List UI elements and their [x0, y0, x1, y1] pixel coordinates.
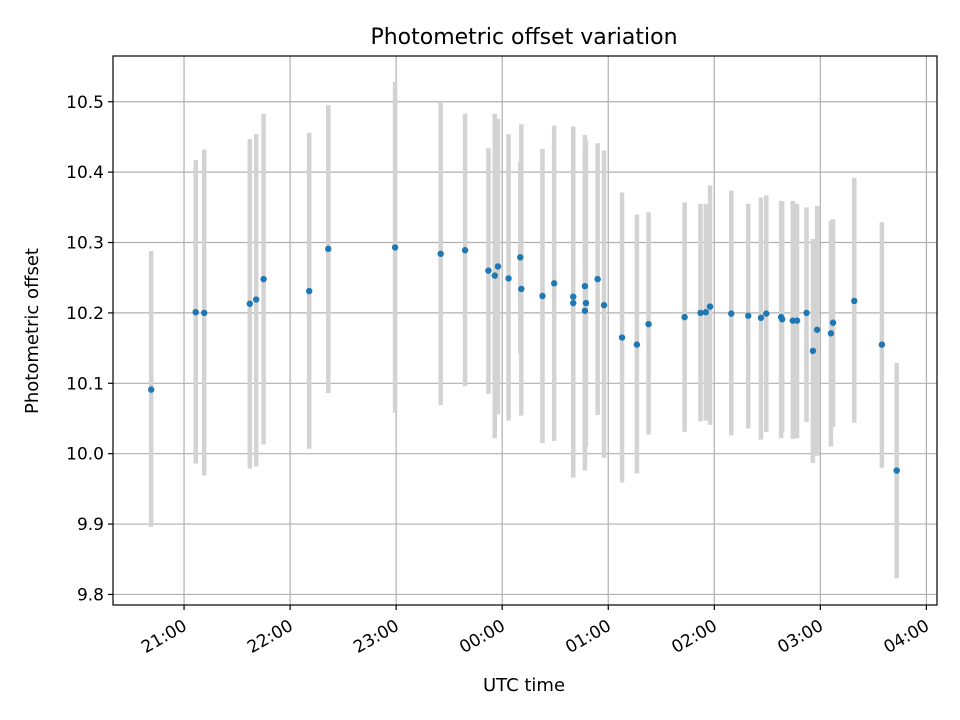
- data-point: [582, 299, 590, 307]
- data-point: [505, 275, 512, 282]
- data-point: [581, 307, 589, 314]
- y-tick-label: 10.4: [66, 163, 104, 183]
- data-point: [550, 280, 558, 287]
- data-point: [878, 341, 886, 348]
- y-tick-label: 9.9: [77, 515, 104, 535]
- data-point: [192, 309, 199, 316]
- data-point: [633, 341, 641, 348]
- data-point: [246, 300, 254, 307]
- y-tick-label: 10.3: [66, 234, 104, 254]
- x-tick-label: 21:00: [138, 616, 190, 658]
- data-point: [147, 386, 155, 393]
- data-point: [827, 330, 835, 337]
- y-tick-label: 9.8: [77, 585, 104, 605]
- data-point: [763, 310, 770, 317]
- data-point: [681, 313, 688, 321]
- data-point: [809, 347, 817, 355]
- x-tick-label: 03:00: [774, 616, 826, 658]
- plot-frame: [112, 55, 938, 606]
- data-point: [201, 309, 208, 317]
- x-tick-label: 02:00: [668, 616, 720, 658]
- data-point: [829, 319, 837, 326]
- data-point: [518, 285, 525, 293]
- data-point: [745, 312, 752, 319]
- data-point: [893, 467, 900, 474]
- x-tick-label: 23:00: [350, 616, 402, 658]
- data-point: [645, 320, 652, 328]
- chart-title: Photometric offset variation: [370, 25, 677, 50]
- data-point: [305, 287, 313, 295]
- x-axis-ticks: 21:00 22:00 23:00 00:00 01:00 02:00 03:00 04:00: [138, 605, 933, 658]
- data-point: [600, 301, 608, 309]
- data-point: [437, 250, 444, 257]
- error-bars: [148, 82, 899, 579]
- y-axis-ticks: 9.8 9.9 10.0 10.1 10.2 10.3 10.4 10.5: [66, 93, 113, 605]
- data-point: [570, 299, 577, 307]
- y-tick-label: 10.5: [66, 93, 104, 113]
- data-point: [793, 317, 801, 324]
- data-points: [147, 244, 900, 474]
- data-point: [570, 293, 577, 300]
- data-point: [325, 245, 332, 253]
- data-point: [260, 275, 267, 283]
- y-axis-label: Photometric offset: [22, 248, 43, 414]
- data-point: [252, 296, 260, 303]
- data-point: [618, 334, 626, 341]
- data-point: [728, 310, 735, 317]
- data-point: [813, 326, 821, 333]
- x-tick-label: 01:00: [562, 616, 614, 658]
- data-point: [539, 292, 546, 300]
- data-point: [491, 272, 498, 279]
- y-tick-label: 10.2: [66, 304, 104, 324]
- data-point: [517, 254, 524, 261]
- y-tick-label: 10.0: [66, 445, 104, 465]
- data-point: [391, 244, 399, 251]
- x-tick-label: 22:00: [244, 616, 296, 658]
- data-point: [581, 282, 589, 290]
- data-point: [702, 309, 710, 316]
- data-point: [706, 303, 714, 310]
- data-point: [461, 247, 469, 254]
- data-point: [757, 314, 765, 322]
- data-point: [594, 275, 601, 283]
- data-point: [485, 267, 492, 274]
- y-tick-label: 10.1: [66, 374, 104, 394]
- x-axis-label: UTC time: [483, 675, 565, 696]
- data-point: [851, 297, 858, 305]
- data-point: [778, 316, 786, 323]
- x-tick-label: 00:00: [456, 616, 508, 658]
- data-point: [494, 263, 502, 270]
- data-point: [697, 309, 704, 317]
- x-tick-label: 04:00: [880, 616, 932, 658]
- data-point: [803, 309, 810, 317]
